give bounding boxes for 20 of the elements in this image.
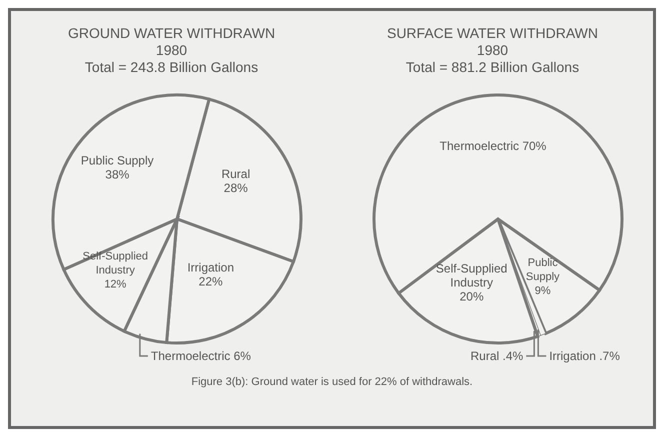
chart-subtitle: 1980 Total = 243.8 Billion Gallons bbox=[84, 42, 258, 76]
data-label: 20% bbox=[459, 290, 484, 304]
chart-title: SURFACE WATER WITHDRAWN bbox=[386, 25, 598, 42]
slice-label: Irrigation .7% bbox=[548, 349, 620, 363]
data-label: 38% bbox=[104, 167, 130, 182]
data-label: 12% bbox=[104, 278, 126, 291]
slice-label: Public Supply bbox=[80, 153, 154, 168]
slice-label: Self-Supplied Industry bbox=[435, 262, 507, 290]
slice-label: Rural bbox=[220, 166, 250, 181]
slice-label: Irrigation bbox=[186, 260, 234, 275]
slice-label: Rural .4% bbox=[470, 349, 524, 363]
chart-subtitle: 1980 Total = 881.2 Billion Gallons bbox=[406, 42, 580, 76]
caption: Figure 3(b): Ground water is used for 22% of withdrawals. bbox=[190, 376, 474, 388]
chart-title: GROUND WATER WITHDRAWN bbox=[68, 25, 276, 42]
data-label: 22% bbox=[198, 274, 223, 289]
slice-label: Thermoelectric 70% bbox=[439, 138, 546, 153]
slice-label: Thermoelectric 6% bbox=[150, 349, 251, 363]
data-label: 9% bbox=[534, 284, 550, 297]
data-label: 28% bbox=[223, 180, 248, 195]
slice-label: Public Supply bbox=[525, 256, 560, 283]
